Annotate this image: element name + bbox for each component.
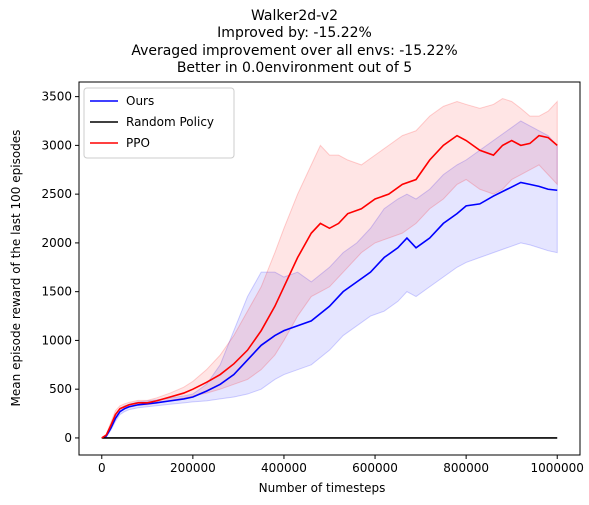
legend-label-random-policy: Random Policy xyxy=(126,115,214,129)
band-ppo xyxy=(101,98,558,439)
y-axis-label: Mean episode reward of the last 100 epis… xyxy=(9,130,23,407)
y-tick-label: 3500 xyxy=(41,90,72,104)
y-tick-label: 1000 xyxy=(41,333,72,347)
plot-area-frame xyxy=(78,81,581,456)
y-tick-label: 500 xyxy=(49,382,72,396)
x-axis-label: Number of timesteps xyxy=(259,481,386,495)
legend-box xyxy=(83,87,235,159)
x-tick-label: 400000 xyxy=(261,461,307,475)
y-tick-label: 2000 xyxy=(41,236,72,250)
series-line-ours xyxy=(101,181,558,439)
chart-title-line-2: Improved by: -15.22% xyxy=(217,25,372,41)
series-line-ppo xyxy=(101,134,558,439)
x-tick-label: 1000000 xyxy=(531,461,584,475)
x-tick-label: 600000 xyxy=(352,461,398,475)
y-tick-label: 2500 xyxy=(41,187,72,201)
x-axis-ticks: 0 200000 400000 600000 800000 1000000 xyxy=(98,455,584,475)
chart-title-line-3: Averaged improvement over all envs: -15.… xyxy=(131,43,458,59)
x-tick-label: 0 xyxy=(98,461,106,475)
legend-label-ours: Ours xyxy=(126,94,154,108)
legend-label-ppo: PPO xyxy=(126,136,150,150)
x-tick-label: 200000 xyxy=(170,461,216,475)
y-tick-label: 0 xyxy=(64,431,72,445)
legend: Ours Random Policy PPO xyxy=(83,87,235,159)
confidence-bands xyxy=(101,98,558,439)
y-axis-ticks: 0 500 1000 1500 2000 2500 3000 3500 xyxy=(41,90,79,445)
chart-title-line-1: Walker2d-v2 xyxy=(250,8,339,24)
y-tick-label: 1500 xyxy=(41,285,72,299)
x-tick-label: 800000 xyxy=(443,461,489,475)
chart-title-line-4: Better in 0.0environment out of 5 xyxy=(176,60,413,76)
series-lines xyxy=(101,134,558,439)
y-tick-label: 3000 xyxy=(41,138,72,152)
band-ours xyxy=(101,120,558,439)
